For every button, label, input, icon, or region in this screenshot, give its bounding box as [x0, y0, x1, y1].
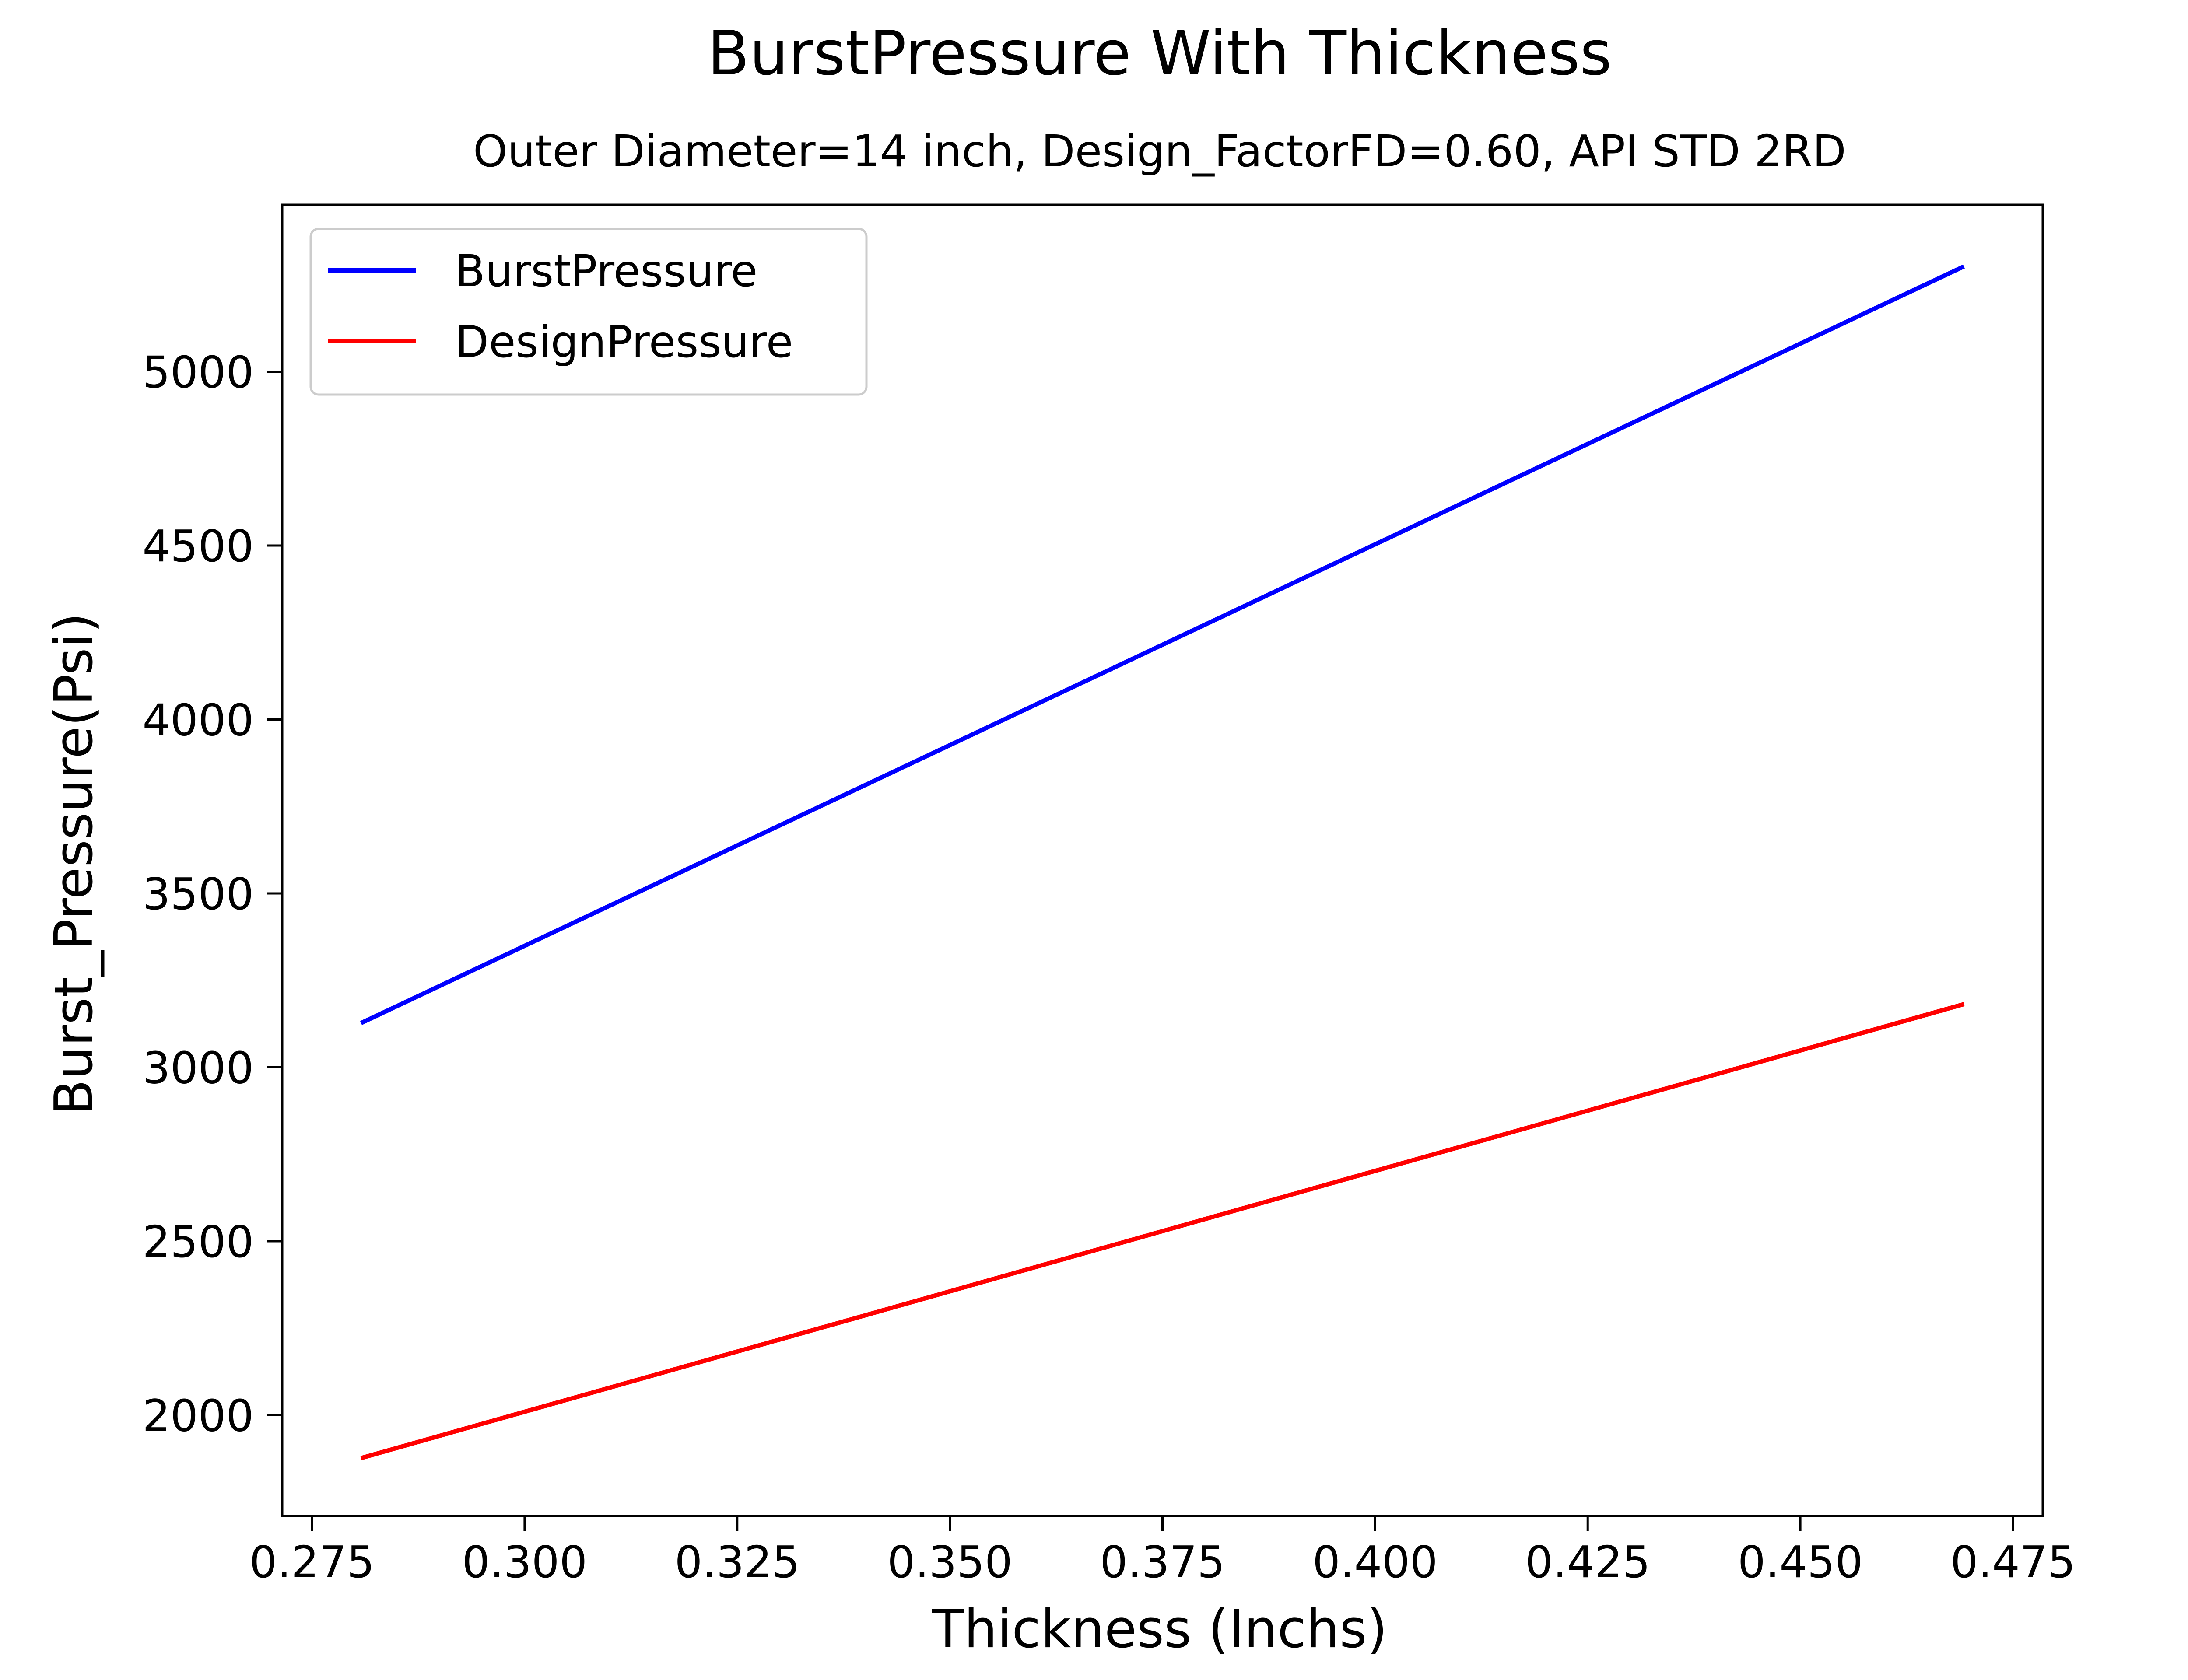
x-tick-label: 0.375: [1100, 1536, 1225, 1588]
x-tick-label: 0.350: [887, 1536, 1012, 1588]
x-tick-label: 0.425: [1525, 1536, 1650, 1588]
chart-title: BurstPressure With Thickness: [708, 18, 1612, 89]
legend-box: [309, 228, 868, 396]
x-tick-label: 0.475: [1950, 1536, 2076, 1588]
y-tick-label: 4000: [143, 695, 254, 746]
y-tick-label: 3000: [143, 1043, 254, 1094]
series-line-burstpressure: [360, 264, 1965, 1025]
chart-subtitle: Outer Diameter=14 inch, Design_FactorFD=…: [473, 126, 1846, 177]
legend-label-burstpressure: BurstPressure: [455, 245, 757, 297]
y-tick-label: 2500: [143, 1216, 254, 1267]
x-axis-label: Thickness (Inchs): [932, 1599, 1388, 1660]
legend: BurstPressure DesignPressure: [309, 228, 868, 396]
axes: 0.275 0.300 0.325 0.350 0.375 0.400 0.425 0.450…: [143, 203, 2076, 1588]
y-tick-label: 4500: [143, 521, 254, 572]
series-line-designpressure: [360, 1002, 1965, 1460]
x-tick-label: 0.325: [675, 1536, 800, 1588]
plot-area: [360, 264, 1965, 1460]
x-tick-label: 0.450: [1738, 1536, 1863, 1588]
x-tick-label: 0.275: [249, 1536, 375, 1588]
y-axis-label: Burst_Pressure(Psi): [44, 612, 105, 1115]
y-tick-label: 5000: [143, 347, 254, 398]
y-tick-label: 3500: [143, 868, 254, 920]
x-tick-label: 0.300: [462, 1536, 587, 1588]
x-tick-label: 0.400: [1312, 1536, 1438, 1588]
y-tick-label: 2000: [143, 1390, 254, 1441]
legend-label-designpressure: DesignPressure: [455, 316, 793, 368]
